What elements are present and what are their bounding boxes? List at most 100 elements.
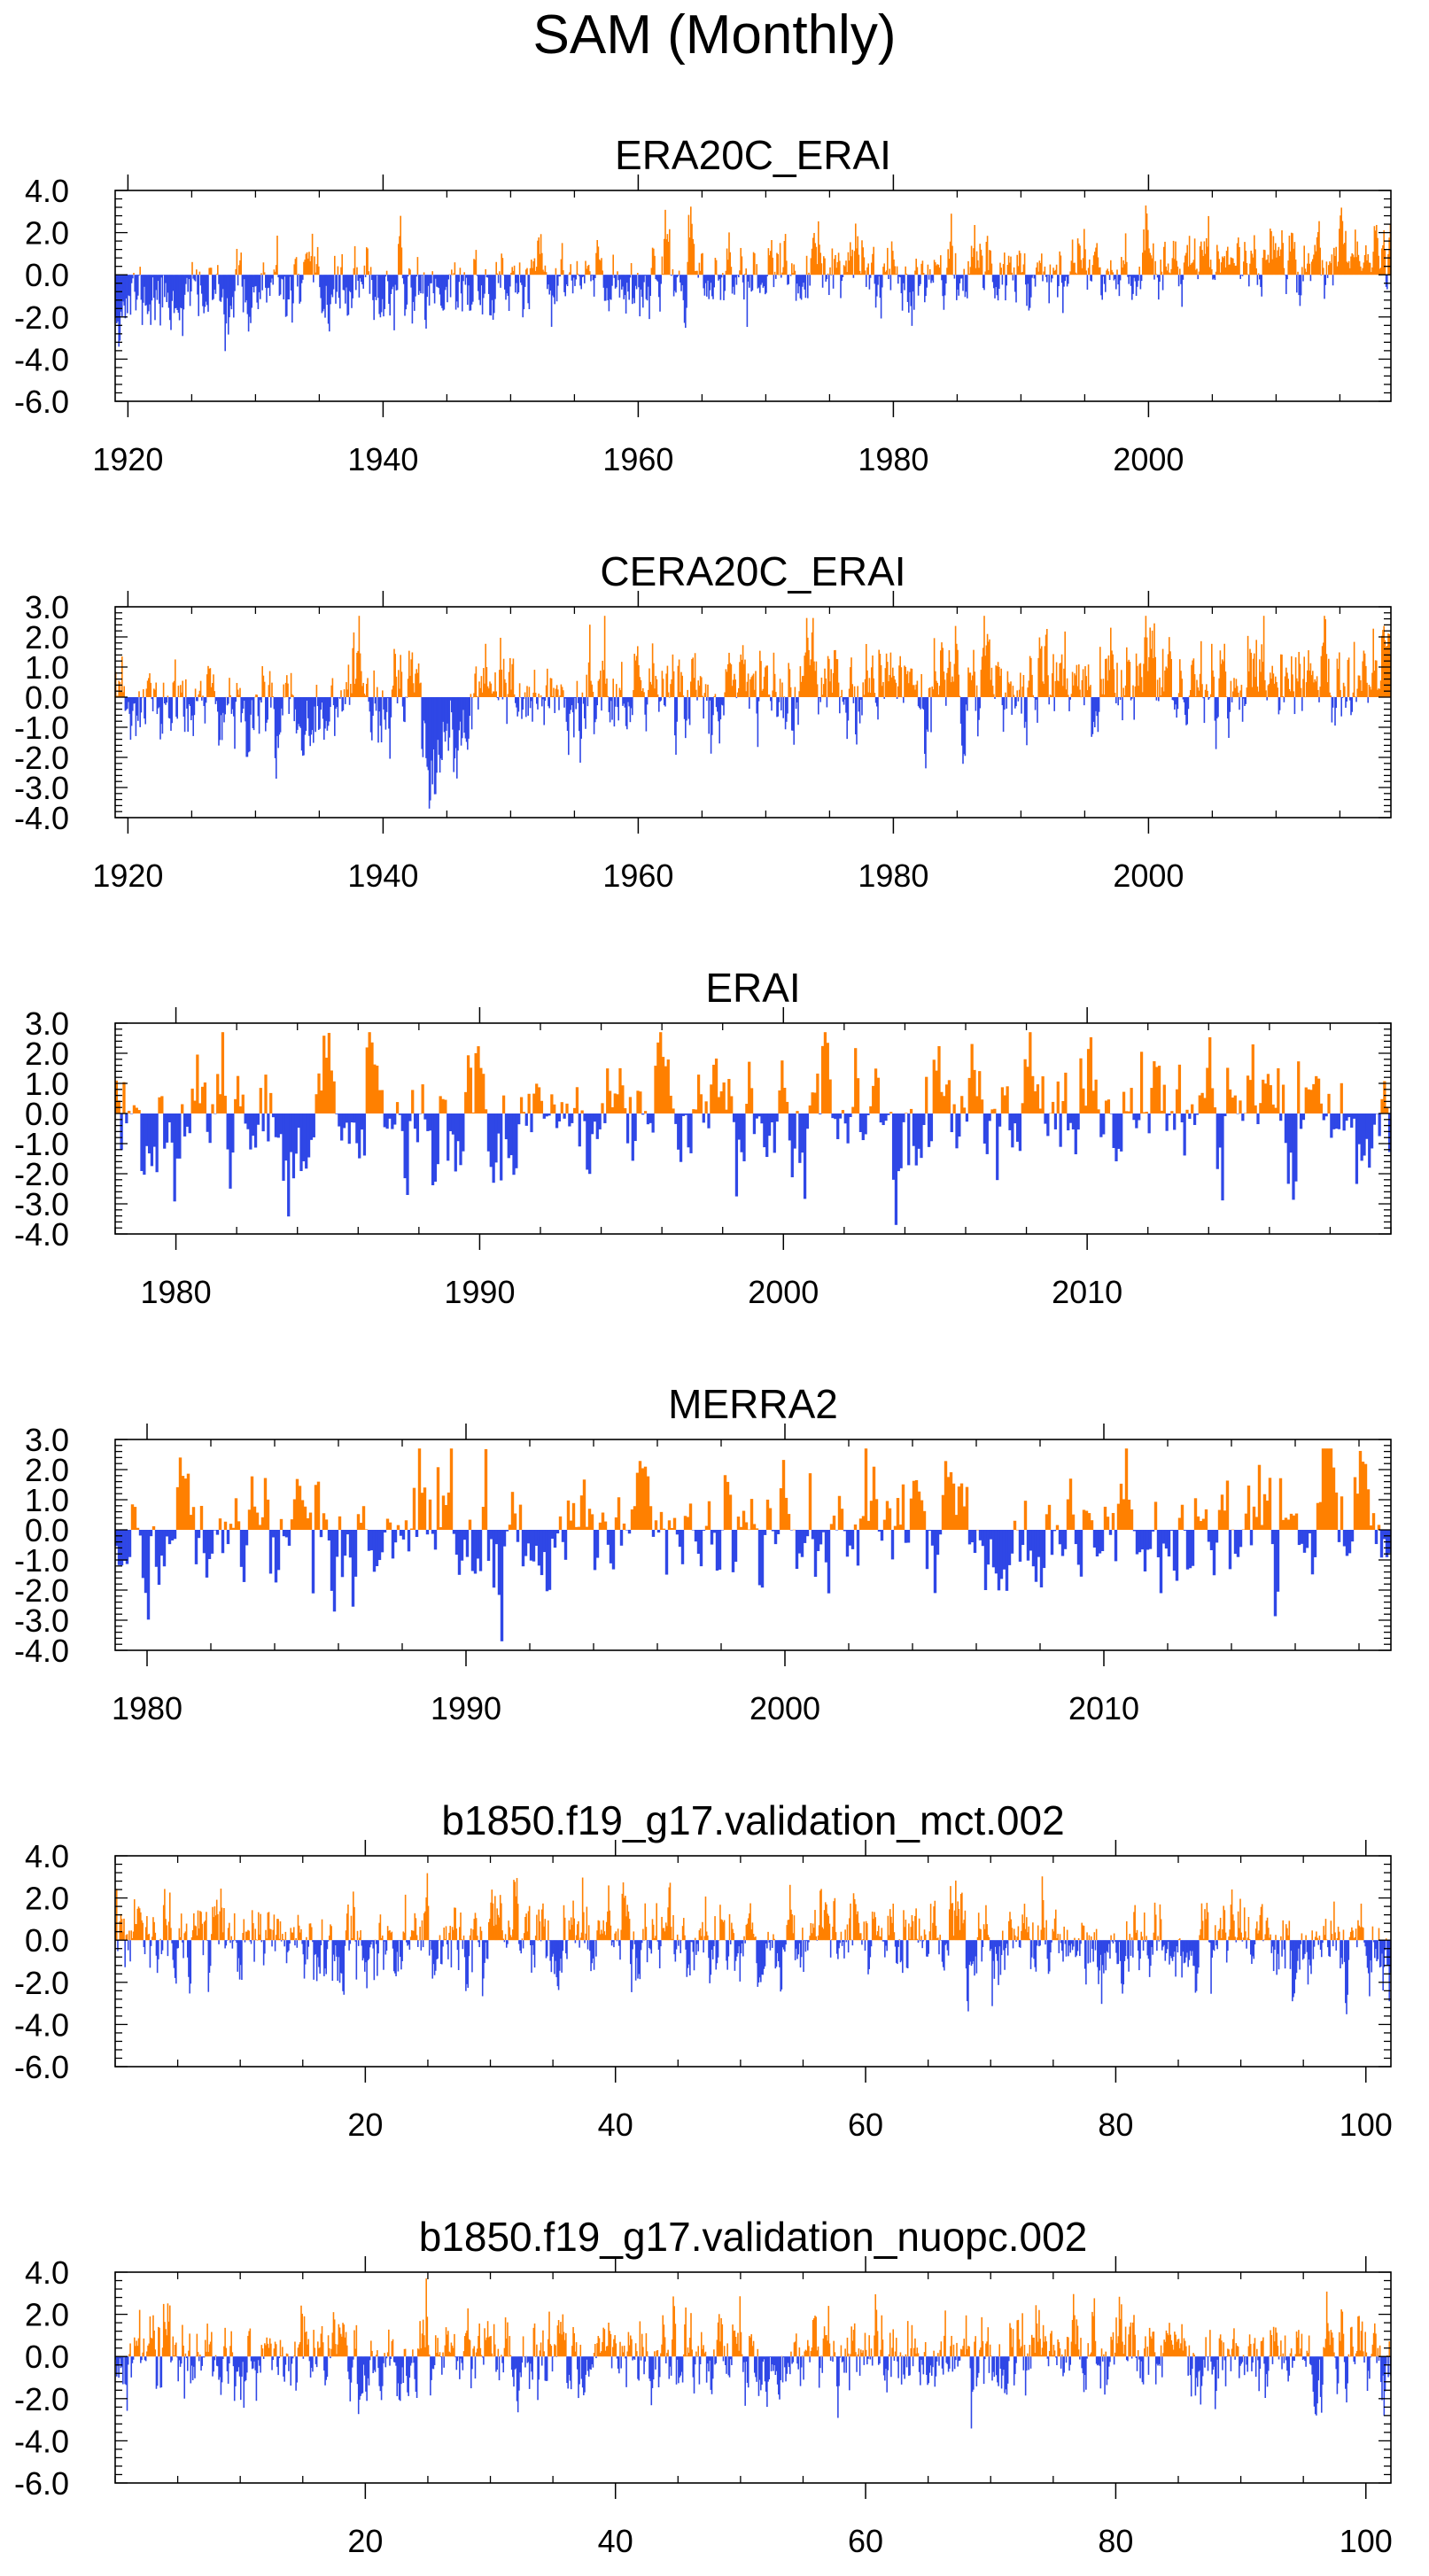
bar-positive [1304, 268, 1307, 275]
bar-positive [885, 653, 888, 697]
bar-negative [881, 1113, 885, 1126]
bar-positive [614, 1517, 618, 1530]
bar-negative [473, 1530, 478, 1574]
bar-positive [507, 694, 509, 697]
bar-positive [495, 1924, 497, 1941]
bar-positive [572, 1900, 574, 1941]
bar-positive [229, 678, 230, 697]
bar-negative [703, 275, 706, 296]
bar-positive [133, 273, 135, 275]
bar-negative [237, 275, 239, 286]
bar-negative [920, 275, 921, 284]
bar-positive [1270, 1934, 1271, 1941]
bar-positive [1205, 1919, 1207, 1941]
bar-negative [395, 1940, 397, 1976]
bar-negative [191, 697, 193, 716]
bar-negative [249, 697, 251, 752]
bar-negative [627, 1530, 632, 1534]
bar-positive [984, 271, 986, 275]
x-tick-label: 1990 [444, 1274, 515, 1310]
bar-negative [1249, 1940, 1252, 1955]
bar-positive [1257, 1933, 1259, 1941]
bar-negative [680, 275, 682, 291]
bar-negative [297, 1113, 300, 1129]
bar-negative [906, 1530, 911, 1543]
bar-positive [749, 1499, 754, 1530]
bar-positive [1159, 677, 1161, 697]
bar-negative [777, 697, 779, 717]
bar-negative [1089, 1940, 1091, 1963]
bar-positive [824, 1902, 827, 1941]
bar-positive [252, 1506, 257, 1530]
bar-positive [850, 242, 851, 275]
bar-positive [867, 692, 869, 697]
bar-negative [702, 1113, 705, 1123]
bar-positive [334, 255, 336, 275]
bar-positive [692, 1109, 695, 1113]
bar-negative [1174, 1940, 1176, 1952]
bar-negative [595, 1940, 597, 1957]
bar-negative [1103, 1940, 1105, 1974]
bar-negative [519, 1940, 521, 1951]
bar-positive [930, 1939, 933, 1941]
bar-negative [128, 697, 129, 702]
bar-negative [253, 1940, 255, 1962]
bar-negative [1334, 1113, 1339, 1129]
bar-positive [881, 686, 883, 697]
bar-positive [699, 270, 702, 275]
bar-positive [776, 252, 778, 275]
bar-negative [415, 1530, 419, 1538]
bar-positive [1068, 694, 1069, 697]
bar-positive [223, 1907, 225, 1941]
bar-negative [844, 697, 846, 700]
bar-positive [1217, 251, 1219, 275]
bar-positive [1287, 260, 1289, 275]
bar-positive [175, 659, 176, 697]
bar-positive [576, 1924, 579, 1941]
bar-negative [965, 1940, 967, 1969]
bar-negative [118, 275, 120, 347]
bar-negative [1060, 1530, 1065, 1556]
bar-positive [1360, 266, 1362, 275]
bar-positive [1200, 1928, 1202, 1941]
bar-negative [286, 1940, 289, 1952]
bar-positive [1297, 681, 1299, 697]
bar-negative [595, 1530, 600, 1558]
bar-negative [1216, 697, 1218, 719]
bar-positive [786, 1925, 788, 1941]
bar-negative [210, 1530, 214, 1554]
bar-negative [565, 275, 568, 285]
bar-positive [633, 1506, 637, 1530]
bar-negative [1031, 275, 1033, 278]
bar-positive [263, 272, 266, 275]
bar-positive [508, 671, 510, 697]
bar-positive [292, 1927, 295, 1941]
bar-positive [331, 678, 334, 697]
bar-negative [765, 275, 766, 295]
bar-negative [309, 697, 311, 747]
bar-positive [1024, 1928, 1027, 1941]
bar-positive [1273, 250, 1276, 275]
bar-positive [1054, 269, 1057, 275]
bar-negative [843, 1113, 847, 1124]
bar-negative [1005, 1940, 1007, 1949]
bar-negative [476, 1530, 480, 1559]
bar-positive [122, 1082, 126, 1113]
bar-positive [1066, 1499, 1070, 1530]
bar-positive [1197, 687, 1199, 697]
plot-frame [114, 606, 1392, 819]
bar-negative [1033, 275, 1036, 279]
bar-negative [183, 1113, 187, 1137]
bar-negative [787, 275, 788, 285]
bar-negative [1184, 697, 1186, 715]
bar-positive [681, 1926, 684, 1941]
bar-negative [1046, 1113, 1050, 1137]
bar-negative [304, 1940, 307, 1965]
bar-positive [381, 1935, 384, 1941]
bar-positive [308, 252, 310, 275]
bar-negative [253, 1113, 258, 1148]
bar-negative [708, 275, 710, 299]
bar-negative [150, 1113, 154, 1167]
bar-negative [557, 1940, 560, 1990]
bar-negative [465, 697, 468, 742]
